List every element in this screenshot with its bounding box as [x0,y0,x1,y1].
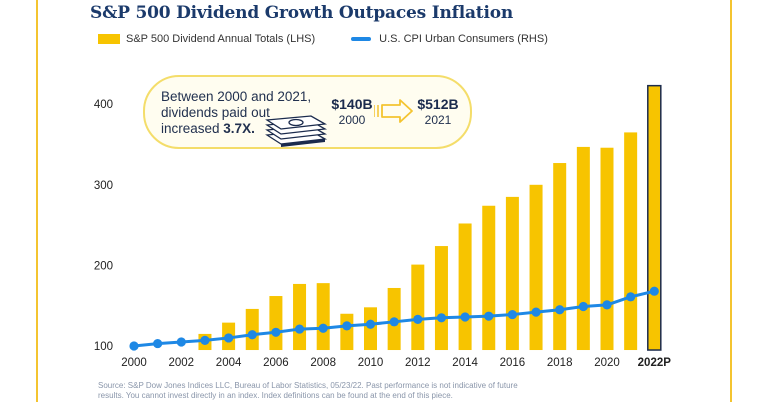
start-year: 2000 [338,113,366,127]
y-tick-label: 200 [94,260,113,272]
x-tick-label: 2016 [500,357,526,369]
end-year: 2021 [424,113,452,127]
dividend-bar [647,84,662,351]
right-border-accent [730,0,732,402]
start-amount-stat: $140B 2000 [327,96,377,128]
cpi-point [224,333,234,343]
dividend-bar [600,147,614,351]
cpi-point [578,301,588,312]
dividend-callout: Between 2000 and 2021, dividends paid ou… [143,75,472,149]
dividend-bar [269,296,283,351]
dividend-bar [576,146,590,351]
cpi-point [555,305,565,315]
dividend-bar [482,205,496,351]
x-tick-label: 2020 [594,357,620,369]
start-amount: $140B [331,96,373,112]
cpi-point [531,307,541,317]
chart-title: S&P 500 Dividend Growth Outpaces Inflati… [90,3,514,23]
cpi-point [602,300,612,310]
x-tick-label: 2014 [452,357,478,369]
x-tick-label: 2000 [121,357,147,369]
line-swatch-icon [351,37,372,41]
legend-item-cpi: U.S. CPI Urban Consumers (RHS) [351,33,548,45]
end-amount-stat: $512B 2021 [413,96,463,128]
x-tick-label: 2022P [638,357,672,369]
dividend-bar [624,132,638,351]
dividend-bar [293,283,307,351]
cpi-point [389,317,399,327]
dividend-bar [553,163,567,351]
dividend-bar [529,184,543,351]
x-tick-label: 2018 [547,357,573,369]
cpi-point [436,313,447,323]
end-amount: $512B [417,96,459,112]
cpi-point [271,327,281,337]
cpi-point [365,319,376,329]
cpi-point [200,335,210,345]
money-stack-icon [265,115,328,147]
arrow-right-icon [374,99,413,123]
cpi-point [484,311,494,321]
dividend-bar [411,264,425,351]
callout-line-2: dividends paid out [161,105,270,120]
callout-text: Between 2000 and 2021, dividends paid ou… [161,89,311,137]
legend-label-dividends: S&P 500 Dividend Annual Totals (LHS) [126,33,316,45]
x-tick-label: 2004 [216,357,242,369]
y-tick-label: 300 [94,180,113,192]
cpi-point [153,338,163,349]
y-tick-label: 400 [94,99,113,111]
cpi-point [507,309,517,320]
x-tick-label: 2002 [169,357,195,369]
callout-line-1: Between 2000 and 2021, [161,89,312,104]
x-tick-label: 2010 [358,357,384,369]
source-footnote: Source: S&P Dow Jones Indices LLC, Burea… [98,381,538,401]
legend-item-dividends: S&P 500 Dividend Annual Totals (LHS) [98,33,315,45]
dividend-bar [458,223,472,351]
x-tick-label: 2008 [310,357,336,369]
cpi-point [460,312,470,322]
cpi-point [626,292,636,302]
cpi-point [129,341,139,351]
dividend-bar [245,308,259,351]
x-tick-label: 2006 [263,357,289,369]
cpi-point [294,324,305,334]
chart-legend: S&P 500 Dividend Annual Totals (LHS) U.S… [98,33,584,45]
dividend-bar [505,196,519,351]
dividend-bar [340,313,354,351]
cpi-point [342,321,352,331]
left-border-accent [36,0,38,402]
x-tick-label: 2012 [405,357,431,369]
y-tick-label: 100 [94,341,113,353]
cpi-point [176,337,186,347]
bar-swatch-icon [98,34,120,44]
footnote-line-1: Source: S&P Dow Jones Indices LLC, Burea… [98,381,518,390]
dividend-bar [434,246,448,351]
cpi-point [318,323,328,333]
cpi-point [413,314,423,325]
footnote-line-2: results. You cannot invest directly in a… [98,391,453,400]
callout-multiplier: 3.7X. [223,121,255,136]
cpi-point [649,286,659,296]
cpi-point [247,330,257,340]
dividend-bar [316,283,330,351]
legend-label-cpi: U.S. CPI Urban Consumers (RHS) [379,33,548,45]
callout-line-3: increased [161,121,224,136]
